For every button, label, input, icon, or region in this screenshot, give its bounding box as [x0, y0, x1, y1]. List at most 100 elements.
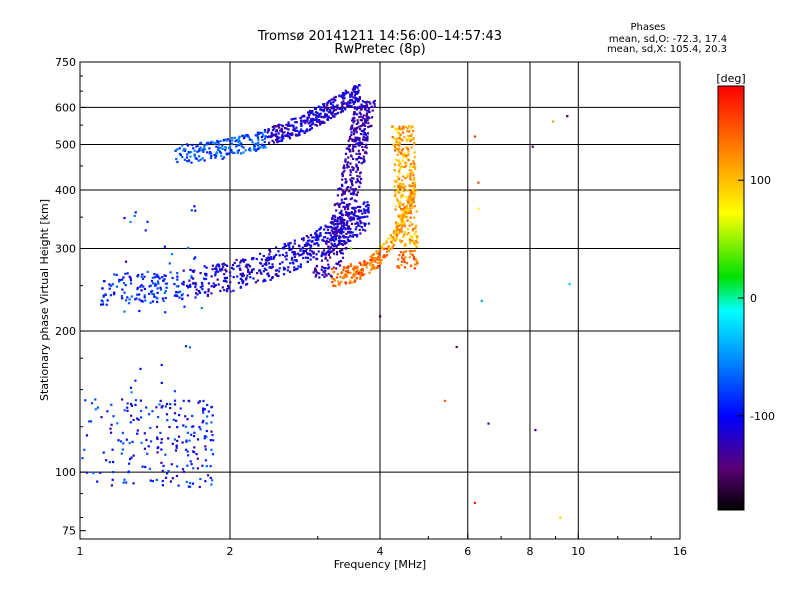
data-point [349, 279, 352, 282]
data-point [330, 268, 333, 271]
data-point [333, 230, 336, 233]
data-point [334, 238, 338, 241]
data-point [341, 219, 344, 222]
data-point [141, 465, 144, 468]
data-point [221, 157, 224, 160]
data-point [339, 251, 343, 255]
data-point [274, 134, 277, 138]
data-point [402, 251, 405, 254]
data-point [165, 413, 169, 416]
data-point [326, 237, 329, 240]
data-point [308, 113, 311, 116]
data-point [344, 178, 347, 181]
data-point [395, 238, 398, 241]
data-point [376, 266, 379, 269]
data-point [211, 434, 214, 437]
data-point [327, 111, 330, 114]
data-point [270, 256, 273, 259]
data-point [346, 166, 349, 169]
data-point [122, 481, 125, 484]
data-point [315, 273, 318, 276]
data-point [369, 255, 372, 258]
data-point [194, 296, 197, 299]
data-point [189, 283, 192, 286]
data-point [340, 201, 344, 204]
data-point [408, 207, 411, 210]
data-point [303, 131, 306, 134]
data-point [353, 85, 356, 88]
data-point [397, 191, 400, 194]
data-point [244, 265, 247, 268]
data-point [124, 260, 128, 263]
data-point [218, 143, 221, 146]
data-point [288, 246, 291, 249]
data-point [207, 282, 210, 285]
data-point [282, 247, 285, 250]
data-point [101, 303, 105, 306]
data-point [357, 161, 361, 164]
data-point [254, 134, 257, 137]
data-point [210, 421, 213, 424]
data-point [148, 413, 151, 416]
data-point [566, 115, 569, 118]
data-point [353, 117, 356, 120]
data-point [158, 403, 161, 406]
data-point [331, 231, 334, 235]
data-point [331, 222, 334, 225]
data-point [201, 285, 204, 288]
data-point [342, 268, 345, 272]
data-point [225, 276, 228, 279]
data-point [231, 139, 234, 142]
data-point [299, 116, 302, 119]
data-point [361, 116, 364, 119]
data-point [143, 432, 146, 435]
data-point [350, 91, 354, 94]
data-point [348, 203, 351, 206]
data-point [325, 251, 328, 254]
data-point [193, 205, 196, 208]
data-point [150, 440, 153, 443]
data-point [377, 259, 381, 262]
data-point [151, 480, 154, 483]
data-point [302, 114, 305, 117]
data-point [294, 129, 297, 132]
data-point [268, 258, 271, 261]
data-point [292, 129, 295, 132]
data-point [126, 272, 129, 275]
data-point [121, 448, 124, 451]
data-point [110, 284, 113, 287]
data-point [400, 127, 403, 131]
data-point [351, 166, 354, 169]
data-point [211, 414, 214, 417]
data-point [357, 121, 360, 124]
data-point [338, 94, 341, 97]
data-point [399, 182, 402, 185]
data-point [366, 135, 369, 138]
data-point [360, 162, 363, 165]
data-point [363, 101, 366, 104]
data-point [397, 150, 400, 153]
data-point [171, 442, 174, 445]
data-point [412, 160, 415, 163]
data-point [270, 266, 273, 270]
data-point [136, 432, 139, 435]
data-point [276, 135, 279, 138]
data-point [412, 201, 416, 204]
data-point [260, 143, 263, 146]
data-point [205, 435, 208, 438]
data-point [398, 232, 401, 235]
data-point [160, 363, 163, 367]
data-point [345, 223, 348, 226]
data-point [327, 272, 330, 275]
data-point [140, 441, 143, 444]
data-point [129, 421, 132, 424]
data-point [84, 399, 87, 402]
data-point [337, 243, 340, 246]
data-point [160, 461, 163, 464]
data-point [414, 165, 417, 168]
data-point [291, 251, 294, 254]
data-point [173, 403, 177, 406]
data-point [401, 208, 404, 211]
data-point [396, 143, 399, 146]
data-point [362, 133, 365, 136]
